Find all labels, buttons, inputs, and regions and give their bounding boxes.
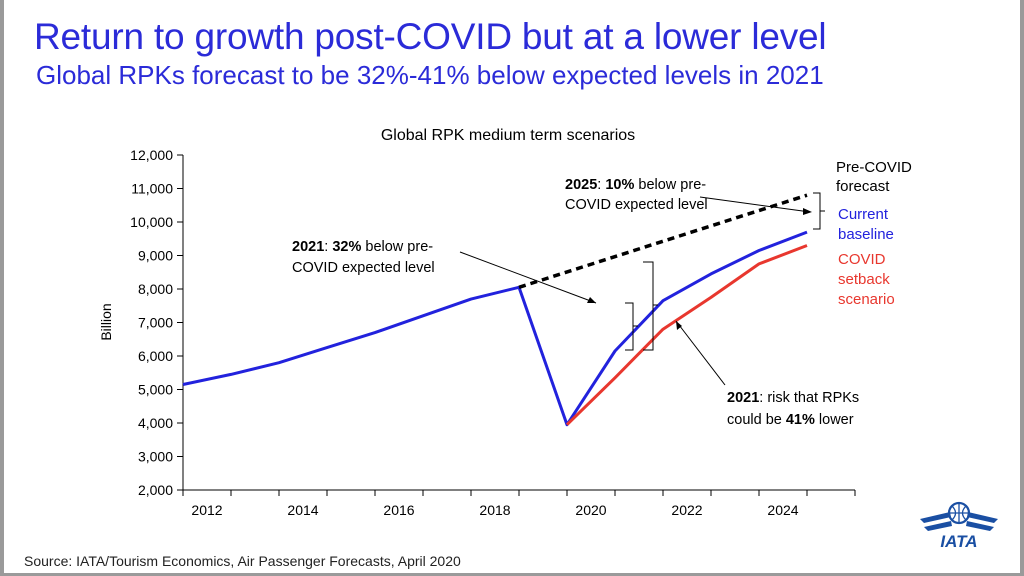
annotation-2025-10pct-line1: 2025: 10% below pre- [565, 177, 706, 193]
logo-globe-lines [949, 503, 969, 523]
annotation-marks [459, 192, 825, 386]
x-tick-label: 2014 [287, 502, 318, 518]
y-tick-label: 5,000 [138, 382, 173, 398]
logo-text: IATA [940, 532, 977, 551]
leader-line-2025-10pct [699, 196, 811, 213]
brace-2025-10pct [813, 192, 825, 230]
series-label-covid-setback-scenario: setback [838, 271, 890, 288]
series-line-covid-setback-scenario [565, 244, 808, 426]
y-tick-label: 3,000 [138, 449, 173, 465]
x-tick-label: 2018 [479, 502, 510, 518]
arrowhead-2025-10pct [803, 208, 812, 215]
y-tick-label: 11,000 [131, 181, 173, 197]
series-label-current-baseline: baseline [838, 226, 894, 243]
brace-2021-32pct [643, 261, 658, 351]
series-group [182, 193, 808, 427]
series-label-covid-setback-scenario: COVID [838, 251, 886, 268]
x-tick-label: 2024 [767, 502, 798, 518]
series-labels: Current baseline COVID setback scenario Pre-C… [836, 159, 912, 308]
arrowhead-2021-41pct [676, 321, 682, 330]
x-tick-label: 2016 [383, 502, 414, 518]
annotation-2021-41pct-line2: could be 41% lower [727, 412, 854, 428]
slide-title: Return to growth post-COVID but at a low… [34, 16, 827, 57]
brace-2021-inner [625, 302, 638, 351]
series-line-pre-covid-forecast [518, 193, 808, 289]
slide-frame-bottom [0, 573, 1024, 576]
series-line-current-baseline [182, 230, 808, 427]
series-label-covid-setback-scenario: scenario [838, 291, 895, 308]
annotation-2021-32pct-line2: COVID expected level [292, 260, 435, 276]
leader-line-2021-41pct [675, 320, 726, 386]
x-tick-label: 2022 [671, 502, 702, 518]
series-label-pre-covid-forecast: forecast [836, 178, 890, 195]
source-note: Source: IATA/Tourism Economics, Air Pass… [24, 553, 461, 569]
y-axis-label: Billion [98, 303, 114, 340]
slide-subtitle: Global RPKs forecast to be 32%-41% below… [36, 60, 824, 90]
annotation-2025-10pct-line2: COVID expected level [565, 197, 708, 213]
ann-32-text: : 32% below pre- [324, 239, 433, 255]
slide-frame-right [1020, 0, 1024, 576]
y-axis: 2,000 3,000 4,000 5,000 6,000 7,000 8,000 9,000… [130, 147, 184, 498]
series-label-pre-covid-forecast: Pre-COVID [836, 159, 912, 176]
iata-logo: IATA [920, 501, 998, 551]
leader-line-2021-32pct [459, 251, 597, 304]
arrowhead-2021-32pct [587, 297, 596, 303]
y-tick-label: 9,000 [138, 248, 173, 264]
annotation-2021-41pct-line1: 2021: risk that RPKs [727, 390, 859, 406]
annotation-2021-32pct-line1: 2021: 32% below pre- [292, 239, 433, 255]
y-tick-label: 6,000 [138, 348, 173, 364]
x-tick-label: 2012 [191, 502, 222, 518]
y-tick-label: 8,000 [138, 281, 173, 297]
chart-title: Global RPK medium term scenarios [381, 127, 635, 144]
y-tick-label: 12,000 [130, 147, 173, 163]
x-axis: 2012 2014 2016 2018 2020 2022 2024 [182, 489, 856, 518]
x-tick-label: 2020 [575, 502, 606, 518]
series-label-current-baseline: Current [838, 206, 889, 223]
y-tick-label: 4,000 [138, 415, 173, 431]
y-tick-label: 10,000 [130, 214, 173, 230]
logo-wings [920, 512, 998, 531]
slide-frame-left [0, 0, 4, 576]
y-tick-label: 2,000 [138, 482, 173, 498]
y-tick-label: 7,000 [138, 315, 173, 331]
